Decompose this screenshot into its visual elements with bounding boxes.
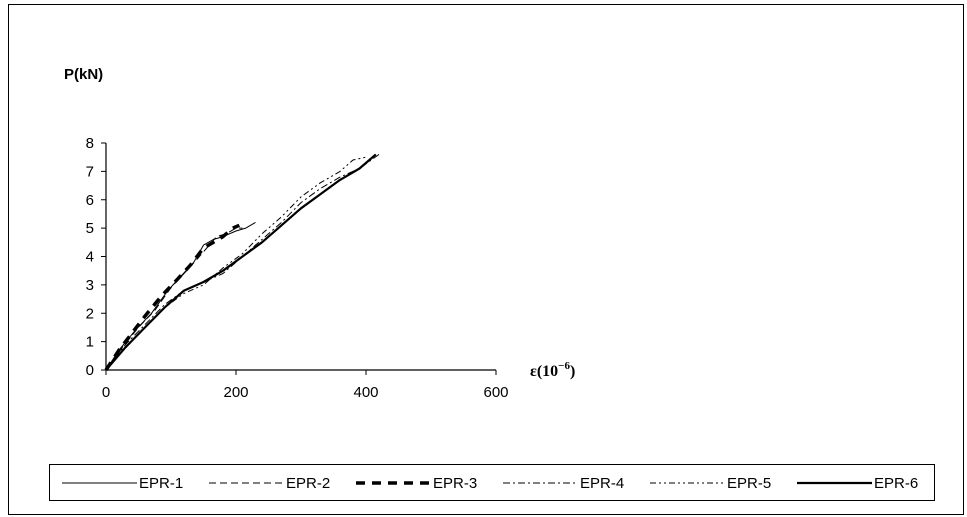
legend-items: EPR-1 EPR-2 EPR-3 EPR-4 EPR-5 EPR-6	[62, 475, 918, 492]
legend-label-epr-4: EPR-4	[580, 475, 624, 492]
legend-label-epr-3: EPR-3	[433, 475, 477, 492]
x-tick-label: 200	[223, 384, 248, 401]
legend-label-epr-5: EPR-5	[727, 475, 771, 492]
y-tick-label: 4	[86, 249, 94, 266]
series-line-epr-3	[104, 223, 240, 371]
y-tick-label: 5	[86, 220, 94, 237]
series-line-epr-6	[105, 153, 377, 371]
x-axis-label: ε(10−6)	[530, 360, 575, 380]
x-axis-label-main: ε(10	[530, 363, 558, 380]
legend-label-epr-1: EPR-1	[139, 475, 183, 492]
x-ticks: 0 200 400 600	[102, 370, 509, 401]
y-tick-label: 7	[86, 163, 94, 180]
y-tick-label: 1	[86, 334, 94, 351]
y-tick-label: 3	[86, 277, 94, 294]
legend: EPR-1 EPR-2 EPR-3 EPR-4 EPR-5 EPR-6	[49, 464, 935, 501]
y-ticks: 0 1 2 3 4 5 6 7 8	[86, 135, 106, 379]
legend-label-epr-2: EPR-2	[286, 475, 330, 492]
y-tick-label: 2	[86, 305, 94, 322]
y-tick-label: 8	[86, 135, 94, 152]
y-axis-label: P(kN)	[64, 66, 103, 83]
series-layer	[104, 153, 380, 371]
y-tick-label: 6	[86, 192, 94, 209]
x-tick-label: 600	[483, 384, 508, 401]
y-tick-label: 0	[86, 362, 94, 379]
line-chart: P(kN) 0 1 2 3 4 5 6 7 8 0 200 400 600 ε(10−6)	[64, 66, 575, 401]
x-axis-label-exponent: −6	[558, 360, 570, 372]
x-tick-label: 400	[353, 384, 378, 401]
series-line-epr-4	[105, 153, 380, 371]
legend-label-epr-6: EPR-6	[874, 475, 918, 492]
x-axis-label-close: )	[570, 363, 575, 380]
chart-frame: P(kN) 0 1 2 3 4 5 6 7 8 0 200 400 600 ε(10−6)	[8, 4, 964, 515]
x-tick-label: 0	[102, 384, 110, 401]
